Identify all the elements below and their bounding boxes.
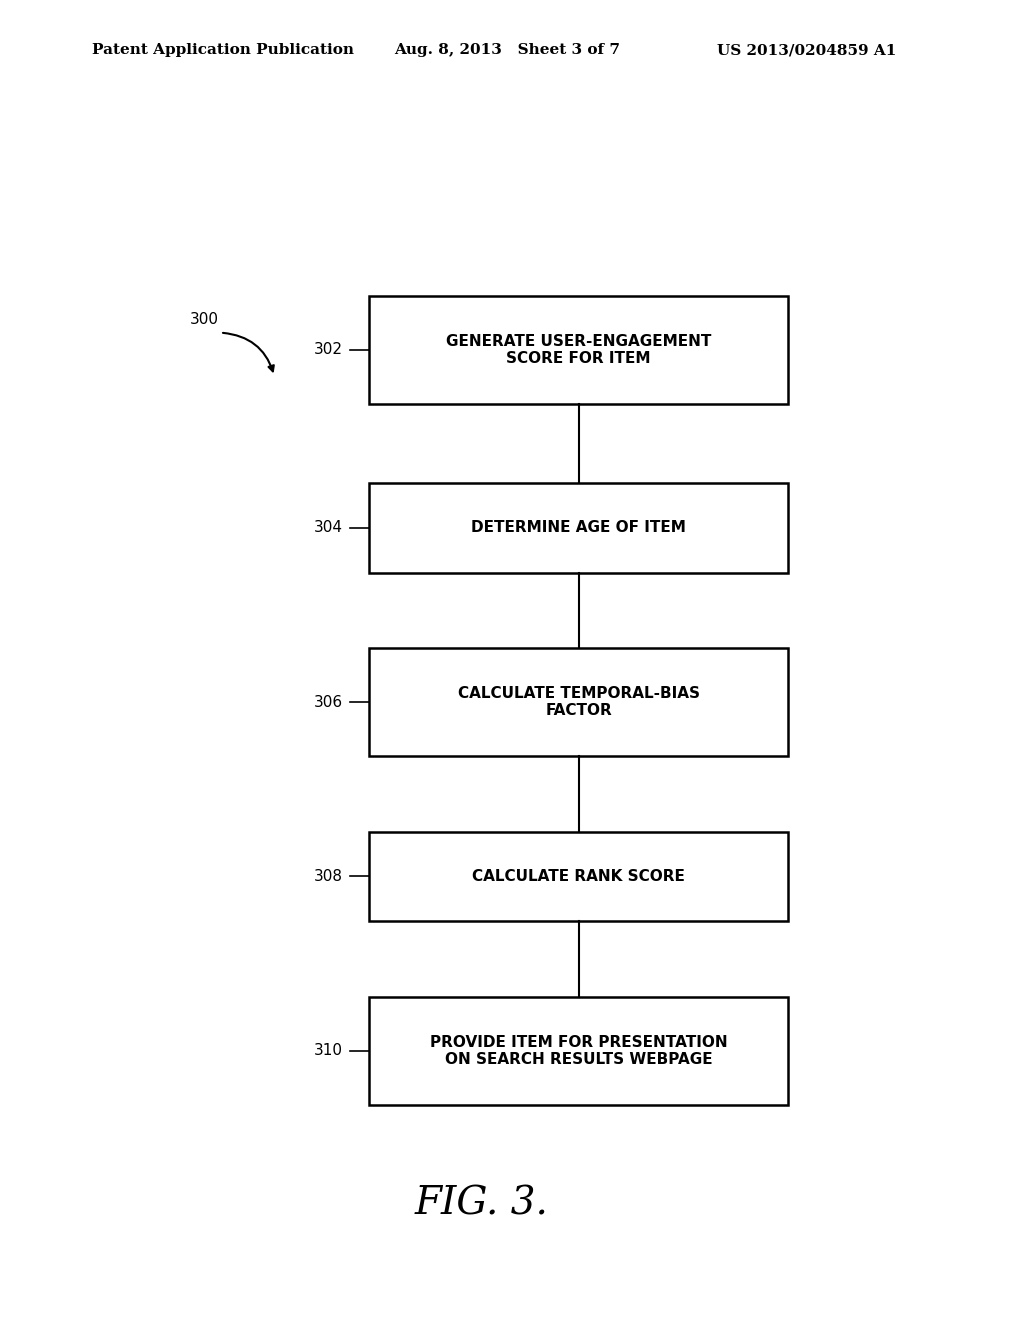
Text: GENERATE USER-ENGAGEMENT
SCORE FOR ITEM: GENERATE USER-ENGAGEMENT SCORE FOR ITEM — [445, 334, 712, 366]
Text: CALCULATE RANK SCORE: CALCULATE RANK SCORE — [472, 869, 685, 884]
FancyArrowPatch shape — [223, 333, 273, 371]
FancyBboxPatch shape — [369, 832, 788, 921]
FancyBboxPatch shape — [369, 648, 788, 756]
Text: Patent Application Publication: Patent Application Publication — [92, 44, 354, 57]
Text: 306: 306 — [314, 694, 343, 710]
Text: Aug. 8, 2013   Sheet 3 of 7: Aug. 8, 2013 Sheet 3 of 7 — [394, 44, 621, 57]
Text: US 2013/0204859 A1: US 2013/0204859 A1 — [717, 44, 896, 57]
FancyBboxPatch shape — [369, 296, 788, 404]
Text: 308: 308 — [314, 869, 343, 884]
Text: 302: 302 — [314, 342, 343, 358]
FancyBboxPatch shape — [369, 997, 788, 1105]
Text: 304: 304 — [314, 520, 343, 536]
Text: 300: 300 — [190, 312, 219, 327]
Text: FIG. 3.: FIG. 3. — [415, 1185, 548, 1222]
FancyBboxPatch shape — [369, 483, 788, 573]
Text: DETERMINE AGE OF ITEM: DETERMINE AGE OF ITEM — [471, 520, 686, 536]
Text: PROVIDE ITEM FOR PRESENTATION
ON SEARCH RESULTS WEBPAGE: PROVIDE ITEM FOR PRESENTATION ON SEARCH … — [430, 1035, 727, 1067]
Text: CALCULATE TEMPORAL-BIAS
FACTOR: CALCULATE TEMPORAL-BIAS FACTOR — [458, 686, 699, 718]
Text: 310: 310 — [314, 1043, 343, 1059]
